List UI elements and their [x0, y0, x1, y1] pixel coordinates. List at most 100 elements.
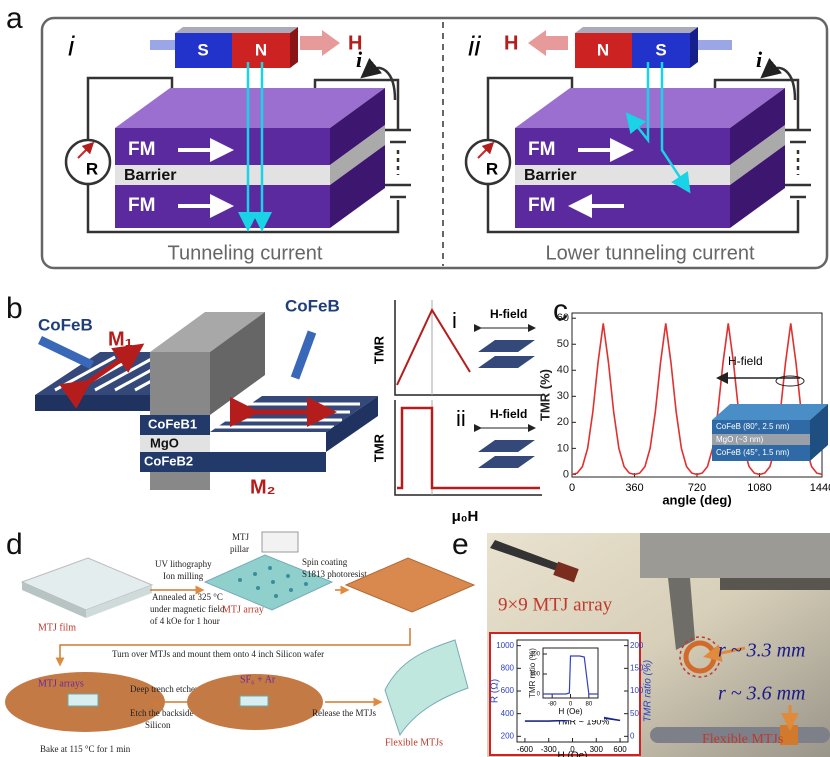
x-axis-label: H (Oe) — [558, 751, 588, 757]
pole-label: S — [197, 40, 208, 59]
data-line — [543, 655, 598, 695]
field-label: H-field — [728, 354, 763, 368]
step-text: Etch the backside — [130, 708, 193, 718]
y-axis-label: R (Ω) — [490, 679, 501, 703]
field-label: H — [348, 32, 362, 54]
y-tick-label: 0 — [563, 468, 569, 480]
block-front — [150, 352, 210, 415]
shape — [478, 356, 535, 368]
field-arrow — [528, 30, 568, 56]
y-tick-label: 400 — [501, 709, 515, 718]
meter-needle — [477, 141, 495, 159]
field-label: H — [504, 32, 518, 54]
shape — [690, 27, 698, 68]
panel-b: b CoFeB1 MgO CoFeB2 CoFeB CoFeB M₁ M₂ TM… — [6, 292, 542, 525]
x-axis-label: angle (deg) — [662, 492, 731, 507]
inset-curve — [397, 406, 540, 490]
current-label: i — [356, 47, 363, 72]
etch-gas: SF₆ + Ar — [240, 674, 276, 685]
shape — [712, 404, 828, 420]
x-tick-label: -600 — [517, 745, 534, 754]
y-tick-label: 600 — [501, 686, 515, 695]
step-text: Silicon — [145, 720, 171, 730]
step-text: Bake at 115 °C for 1 min — [40, 744, 131, 754]
magnet-pole — [575, 33, 632, 68]
x-tick-label: 0 — [569, 482, 575, 494]
x-tick-label: 600 — [613, 745, 627, 754]
step-text: pillar — [230, 544, 249, 554]
step-text: Spin coating — [302, 557, 348, 567]
shape — [289, 588, 293, 592]
y-tick-label: 100 — [530, 672, 541, 678]
panel-label: c — [553, 294, 568, 327]
step-label: MTJ arrays — [38, 678, 84, 689]
annotation: TMR ~ 190% — [557, 716, 610, 726]
shape — [86, 585, 152, 618]
panel-label: b — [6, 292, 23, 325]
moment-arrow — [59, 343, 145, 409]
x-tick-label: 0 — [569, 702, 573, 708]
subpanel-label: i — [68, 30, 75, 61]
tunnel-path — [660, 62, 691, 194]
y-tick-label: 30 — [557, 390, 569, 402]
meter-label: R — [86, 159, 98, 178]
inset-label: i — [452, 308, 457, 333]
shape — [238, 578, 242, 582]
step-text: UV lithography — [155, 559, 212, 569]
shape — [210, 312, 265, 415]
panel-label: a — [6, 2, 23, 35]
shape — [253, 572, 257, 576]
panel-label: d — [6, 528, 23, 561]
y-tick-label: 200 — [530, 652, 541, 658]
layer-label: FM — [528, 139, 555, 160]
y-tick-label: 0 — [537, 692, 541, 698]
shape — [286, 574, 290, 578]
layer-cofeb1 — [140, 415, 210, 435]
shape — [326, 396, 378, 452]
shape — [304, 582, 308, 586]
caliper-jaw — [668, 578, 695, 650]
shape — [55, 628, 411, 667]
panel-c: c — [553, 294, 568, 327]
pole-label: S — [655, 40, 666, 59]
spin-beam — [290, 330, 317, 380]
mtj-stack — [115, 88, 385, 228]
x-tick-label: 300 — [590, 745, 604, 754]
x-axis-label: H (Oe) — [559, 707, 583, 716]
pillars — [238, 566, 308, 598]
electrode-label: CoFeB — [38, 315, 93, 334]
meter-label: R — [486, 159, 498, 178]
caption: Lower tunneling current — [545, 242, 754, 264]
meter — [64, 138, 112, 186]
chip — [239, 695, 269, 707]
caption: Tunneling current — [168, 242, 323, 264]
y-axis-label: TMR (%) — [537, 369, 552, 421]
panel-frame — [40, 16, 829, 270]
x-tick-label: -300 — [541, 745, 558, 754]
layer-label: CoFeB2 — [144, 453, 193, 468]
spin-beam — [38, 335, 94, 370]
layer-label: FM — [128, 195, 155, 216]
step-text: Annealed at 325 °C — [152, 592, 223, 602]
stack-label: MgO (~3 nm) — [716, 435, 764, 444]
layer-label: Barrier — [524, 167, 576, 184]
inset-ylabel: TMR — [371, 433, 386, 462]
layer-label: FM — [128, 139, 155, 160]
stack-layer — [712, 434, 810, 445]
subpanel-label: ii — [468, 30, 481, 61]
moment-label: M₂ — [250, 476, 276, 498]
caliper — [640, 533, 830, 578]
photo-label: Flexible MTJs — [702, 732, 783, 747]
y-tick-label: 1000 — [496, 641, 514, 650]
zoom — [261, 531, 299, 553]
step-text: under magnetic field — [150, 604, 225, 614]
current-label: i — [756, 47, 763, 72]
inset-curve — [396, 307, 471, 386]
x-tick-label: 720 — [688, 482, 706, 494]
field-arrow — [300, 30, 340, 56]
shape: R ii N S H i FM Barrier FM Lower tunneli… — [464, 27, 811, 264]
mtj-chip — [553, 561, 579, 583]
inset-frame — [489, 632, 641, 756]
panel-d: d MTJ film UV lithography Ion milling An… — [5, 528, 476, 754]
magnet-tail — [690, 40, 732, 50]
